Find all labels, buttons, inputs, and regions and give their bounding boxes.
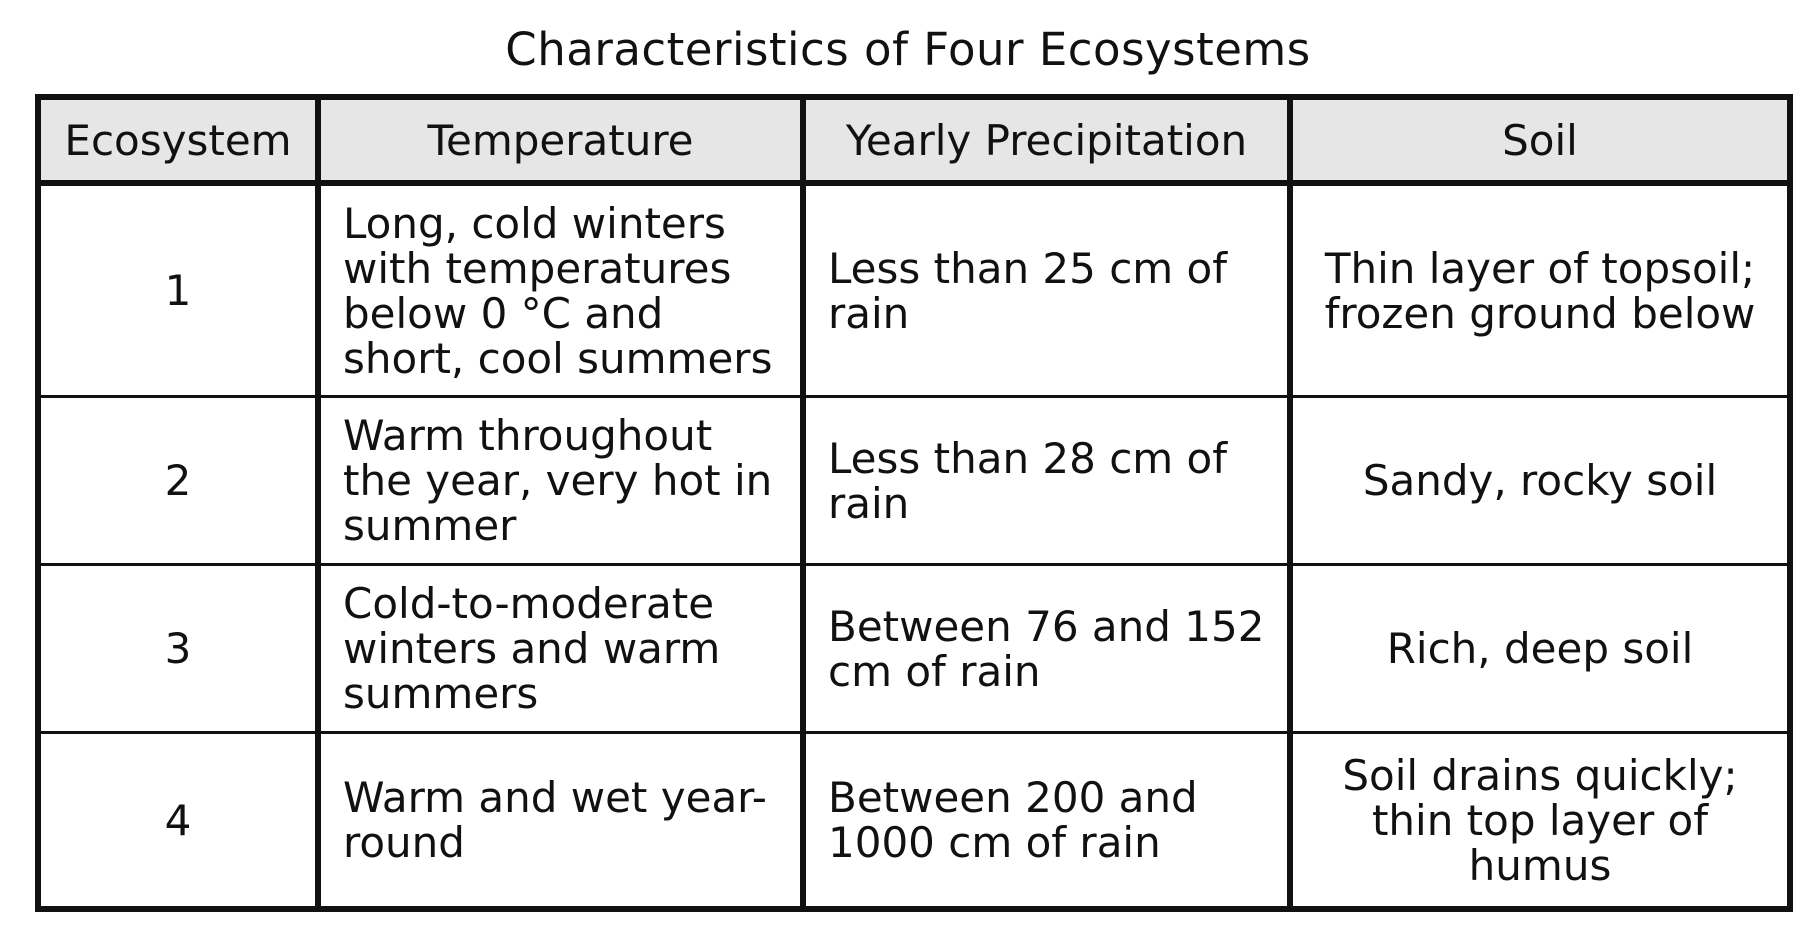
header-temperature: Temperature [315, 95, 806, 186]
precipitation-cell: Between 200 and 1000 cm of rain [800, 731, 1293, 911]
header-ecosystem: Ecosystem [35, 95, 321, 186]
temperature-cell: Warm and wet year-round [315, 731, 806, 911]
ecosystem-number: 2 [35, 395, 321, 566]
table-row: 1 Long, cold winters with temperatures b… [35, 181, 1793, 398]
soil-cell: Thin layer of topsoil; frozen ground bel… [1287, 181, 1793, 398]
ecosystem-number: 3 [35, 563, 321, 734]
soil-cell: Soil drains quickly; thin top layer of h… [1287, 731, 1793, 911]
soil-cell: Sandy, rocky soil [1287, 395, 1793, 566]
precipitation-cell: Less than 28 cm of rain [800, 395, 1293, 566]
table-row: 4 Warm and wet year-round Between 200 an… [35, 731, 1793, 911]
precipitation-cell: Between 76 and 152 cm of rain [800, 563, 1293, 734]
temperature-cell: Long, cold winters with temperatures bel… [315, 181, 806, 398]
precipitation-cell: Less than 25 cm of rain [800, 181, 1293, 398]
header-soil: Soil [1287, 95, 1793, 186]
table-title: Characteristics of Four Ecosystems [505, 23, 1311, 76]
temperature-cell: Cold-to-moderate winters and warm summer… [315, 563, 806, 734]
ecosystem-number: 4 [35, 731, 321, 911]
soil-cell: Rich, deep soil [1287, 563, 1793, 734]
temperature-cell: Warm throughout the year, very hot in su… [315, 395, 806, 566]
header-row: Ecosystem Temperature Yearly Precipitati… [35, 95, 1793, 186]
table-row: 3 Cold-to-moderate winters and warm summ… [35, 563, 1793, 734]
ecosystem-number: 1 [35, 181, 321, 398]
header-yearly-precipitation: Yearly Precipitation [800, 95, 1293, 186]
ecosystems-table: Ecosystem Temperature Yearly Precipitati… [35, 94, 1793, 912]
table-row: 2 Warm throughout the year, very hot in … [35, 395, 1793, 566]
